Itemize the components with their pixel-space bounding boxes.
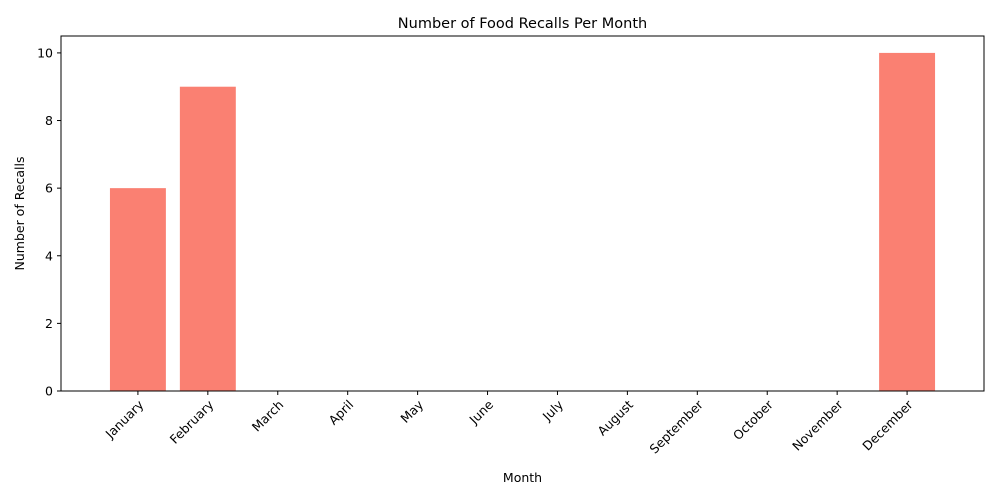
x-tick-label-december: December	[859, 396, 916, 453]
y-axis: 0 2 4 6 8 10	[37, 45, 61, 399]
x-tick-label-april: April	[325, 397, 356, 428]
y-axis-label: Number of Recalls	[12, 156, 27, 270]
x-tick-label-march: March	[249, 397, 287, 435]
bar-december	[879, 52, 936, 392]
x-tick-label-october: October	[730, 396, 777, 443]
bar-january	[109, 188, 166, 391]
x-tick-label-february: February	[167, 397, 217, 447]
bar-february	[179, 86, 236, 391]
bars-layer	[109, 52, 936, 392]
y-tick-label: 8	[45, 113, 53, 128]
y-tick-label: 0	[45, 384, 53, 399]
x-tick-label-september: September	[646, 396, 706, 456]
y-tick-label: 6	[45, 181, 53, 196]
x-axis: January February March April May June July Augu…	[102, 391, 916, 456]
plot-frame	[60, 35, 985, 392]
x-tick-label-august: August	[594, 397, 636, 439]
y-tick-label: 10	[37, 45, 53, 60]
y-tick-label: 2	[45, 316, 53, 331]
x-tick-label-may: May	[397, 397, 426, 426]
x-axis-label: Month	[503, 470, 542, 485]
x-tick-label-july: July	[539, 397, 567, 425]
x-tick-label-november: November	[789, 396, 846, 453]
x-tick-label-january: January	[102, 397, 147, 442]
x-tick-label-june: June	[466, 397, 497, 428]
y-tick-label: 4	[45, 248, 53, 263]
chart-title: Number of Food Recalls Per Month	[398, 16, 647, 32]
